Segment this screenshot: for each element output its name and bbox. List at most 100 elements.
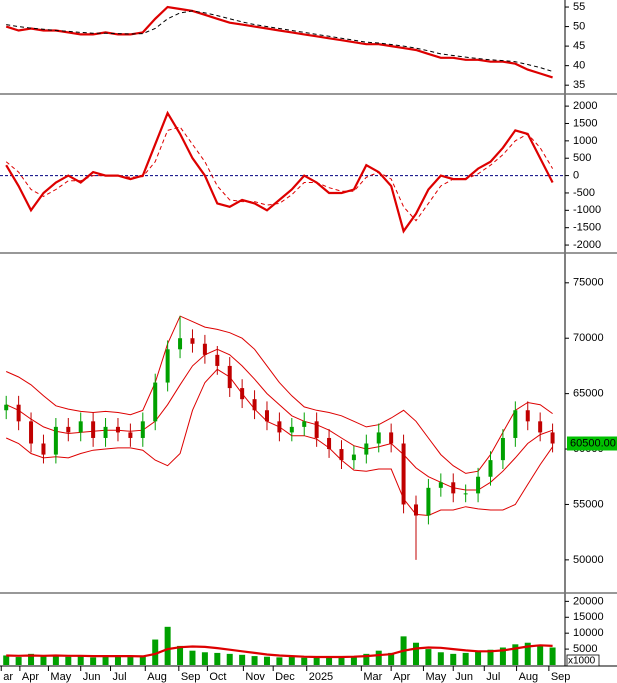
- candle-body: [289, 426, 294, 433]
- candle-body: [264, 410, 269, 422]
- volume-bar: [201, 652, 208, 665]
- y-tick-label: -1000: [573, 204, 601, 216]
- volume-bar: [15, 657, 22, 665]
- volume-bar: [537, 645, 544, 665]
- volume-bar: [475, 651, 482, 665]
- volume-bar: [114, 655, 121, 665]
- volume-bar: [412, 642, 419, 665]
- candle-body: [91, 421, 96, 438]
- x-tick-label: Aug: [147, 671, 167, 683]
- y-tick-label: 55: [573, 1, 585, 13]
- volume-bar: [251, 656, 258, 665]
- series-line: [5, 110, 554, 234]
- candle-body: [53, 426, 58, 455]
- candle-body: [500, 437, 505, 461]
- candle-body: [29, 421, 34, 444]
- candle-body: [78, 421, 83, 433]
- x-tick-label: Mar: [363, 671, 382, 683]
- candle-body: [513, 410, 518, 438]
- x-tick-label: Sep: [551, 671, 571, 683]
- candle-body: [178, 338, 183, 350]
- candle-body: [115, 426, 120, 433]
- series-line: [6, 644, 553, 659]
- volume-bar: [425, 649, 432, 665]
- y-tick-label: 50: [573, 20, 585, 32]
- volume-bar: [127, 657, 134, 665]
- candle-body: [240, 388, 245, 400]
- volume-bar: [437, 652, 444, 665]
- candle-body: [451, 482, 456, 494]
- x-tick-label: Apr: [393, 671, 410, 683]
- volume-bar: [512, 644, 519, 665]
- candle-body: [140, 421, 145, 438]
- candle-body: [351, 454, 356, 461]
- y-tick-label: 45: [573, 40, 585, 52]
- volume-bar: [313, 658, 320, 665]
- candle-body: [550, 432, 555, 444]
- volume-bar: [363, 653, 370, 665]
- volume-bar: [239, 654, 246, 665]
- volume-bar: [28, 653, 35, 665]
- volume-bar: [164, 626, 171, 665]
- x-tick-label: Aug: [519, 671, 539, 683]
- y-tick-label: 5000: [573, 643, 597, 655]
- candle-body: [376, 432, 381, 444]
- volume-bar: [388, 652, 395, 665]
- volume-bar: [375, 650, 382, 665]
- volume-bar: [276, 657, 283, 665]
- y-tick-label: 20000: [573, 595, 604, 607]
- volume-bar: [301, 657, 308, 665]
- volume-bar: [338, 656, 345, 665]
- volume-bar: [177, 645, 184, 665]
- x-tick-label: Jun: [83, 671, 101, 683]
- x-tick-label: May: [50, 671, 71, 683]
- volume-bar: [263, 656, 270, 665]
- y-tick-label: 40: [573, 60, 585, 72]
- y-tick-label: -500: [573, 187, 595, 199]
- candle-body: [103, 426, 108, 438]
- candle-body: [401, 443, 406, 505]
- candle-body: [314, 421, 319, 438]
- y-tick-label: 1500: [573, 117, 597, 129]
- series-line: [6, 10, 553, 72]
- volume-bar: [487, 649, 494, 665]
- x-tick-label: Oct: [209, 671, 226, 683]
- candle-body: [202, 343, 207, 355]
- y-tick-label: 0: [573, 169, 579, 181]
- candle-body: [190, 338, 195, 344]
- candle-body: [364, 443, 369, 455]
- y-tick-label: -2000: [573, 239, 601, 251]
- y-tick-label: 50000: [573, 554, 604, 566]
- volume-bar: [90, 657, 97, 665]
- x-tick-label: Jun: [455, 671, 473, 683]
- candle-body: [438, 482, 443, 488]
- volume-bar: [52, 654, 59, 665]
- y-tick-label: 65000: [573, 388, 604, 400]
- x-tick-label: Dec: [275, 671, 295, 683]
- unit-box: [566, 654, 600, 667]
- x-tick-label: Sep: [181, 671, 201, 683]
- y-tick-label: 15000: [573, 611, 604, 623]
- candle-body: [525, 410, 530, 422]
- candle-body: [215, 354, 220, 366]
- candle-body: [66, 426, 71, 433]
- candle-body: [302, 421, 307, 427]
- series-line: [5, 315, 553, 474]
- series-line: [5, 5, 553, 79]
- volume-bar: [214, 652, 221, 665]
- volume-bar: [450, 653, 457, 665]
- candle-body: [476, 476, 481, 494]
- volume-bar: [102, 656, 109, 665]
- volume-bar: [499, 647, 506, 665]
- unit-label: x1000: [568, 656, 596, 667]
- volume-bar: [549, 647, 556, 665]
- volume-bar: [189, 650, 196, 665]
- series-line: [5, 348, 553, 491]
- y-tick-label: 35: [573, 79, 585, 91]
- volume-bar: [226, 653, 233, 665]
- candle-body: [165, 349, 170, 383]
- volume-bar: [350, 656, 357, 665]
- y-tick-label: 10000: [573, 627, 604, 639]
